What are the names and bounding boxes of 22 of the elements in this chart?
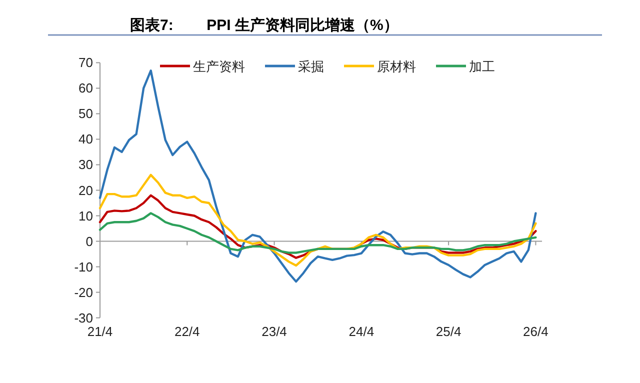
x-tick-label: 26/4 [523, 324, 548, 339]
y-tick-label: -10 [74, 259, 93, 274]
y-tick-label: 20 [78, 182, 93, 198]
x-tick-label: 24/4 [348, 324, 374, 339]
y-tick-label: -20 [74, 284, 93, 300]
y-tick-label: 30 [78, 157, 93, 172]
y-tick-label: 0 [86, 234, 93, 249]
legend-label: 原材料 [377, 59, 416, 74]
y-tick-label: -30 [74, 310, 93, 326]
x-tick-label: 22/4 [174, 324, 200, 339]
title: 图表7: PPI 生产资料同比增速（%） [130, 17, 398, 34]
x-tick-label: 23/4 [262, 324, 287, 339]
x-tick-label: 21/4 [87, 324, 113, 339]
y-tick-label: 40 [78, 132, 93, 147]
y-tick-label: 50 [78, 106, 93, 122]
legend-label: 加工 [469, 59, 495, 74]
legend-label: 生产资料 [193, 59, 245, 74]
x-tick-label: 25/4 [436, 324, 462, 339]
y-tick-label: 60 [78, 80, 93, 96]
legend-label: 采掘 [298, 59, 324, 74]
y-tick-label: 10 [78, 208, 93, 224]
y-tick-label: 70 [78, 55, 93, 70]
